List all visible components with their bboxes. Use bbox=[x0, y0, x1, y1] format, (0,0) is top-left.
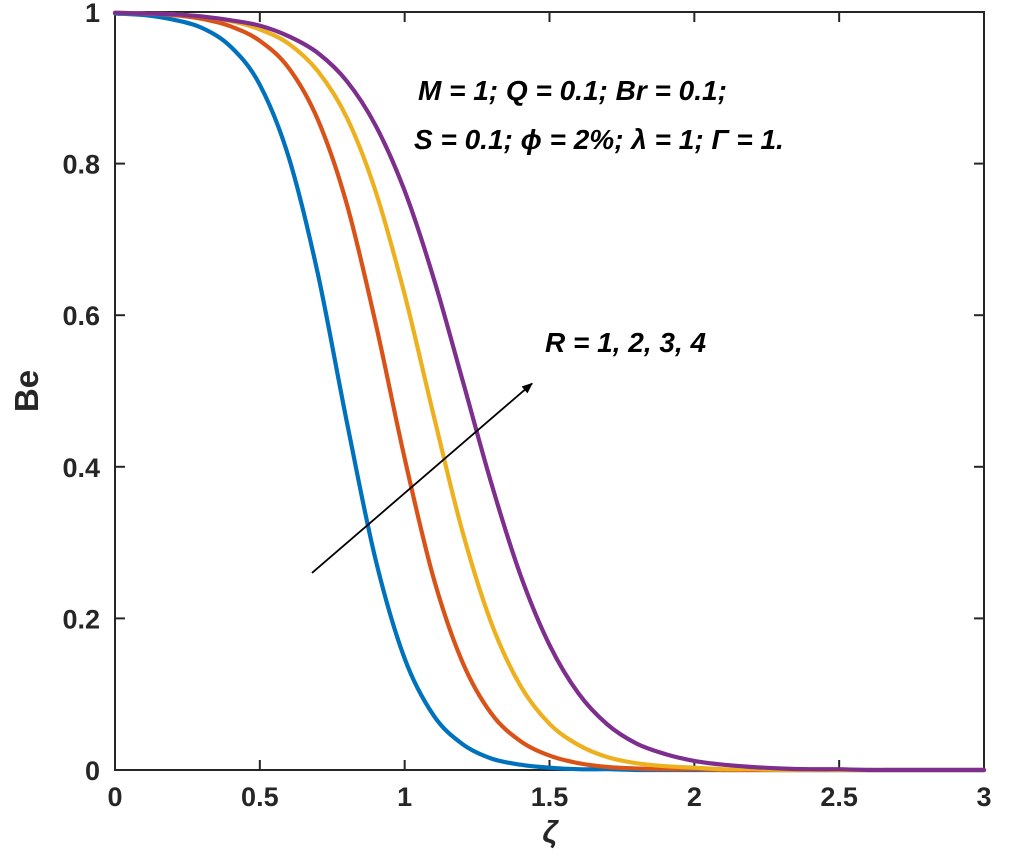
x-tick-label: 0 bbox=[107, 782, 122, 812]
y-tick-label: 0 bbox=[85, 756, 100, 786]
x-tick-label: 1 bbox=[397, 782, 412, 812]
curve-r-4 bbox=[112, 10, 987, 773]
x-tick-label: 2 bbox=[687, 782, 702, 812]
x-tick-label: 2.5 bbox=[820, 782, 858, 812]
series-range-label: R = 1, 2, 3, 4 bbox=[545, 327, 707, 358]
y-tick-label: 0.8 bbox=[62, 150, 100, 180]
y-tick-label: 0.2 bbox=[62, 604, 100, 634]
x-tick-label: 1.5 bbox=[531, 782, 569, 812]
params-annotation-line2: S = 0.1; ϕ = 2%; λ = 1; Γ = 1. bbox=[414, 124, 784, 155]
x-tick-label: 0.5 bbox=[241, 782, 279, 812]
direction-arrow bbox=[311, 382, 533, 574]
x-axis-label: ζ bbox=[542, 814, 559, 849]
y-tick-label: 0.6 bbox=[62, 301, 100, 331]
y-tick-label: 0.4 bbox=[62, 453, 100, 483]
y-axis-label: Be bbox=[8, 370, 45, 412]
x-tick-label: 3 bbox=[976, 782, 991, 812]
params-annotation-line1: M = 1; Q = 0.1; Br = 0.1; bbox=[418, 75, 727, 106]
y-tick-label: 1 bbox=[85, 0, 100, 28]
plot-area: 0 0.5 1 1.5 2 2.5 3 0 0.2 0.4 0.6 0.8 1 bbox=[62, 0, 991, 812]
